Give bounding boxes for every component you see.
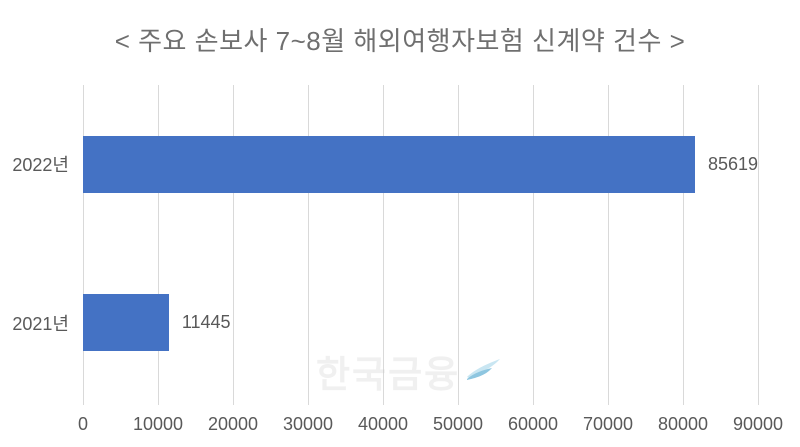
gridline [157,85,159,405]
x-axis-tick-label: 90000 [732,414,784,434]
gridline [533,85,534,405]
gridline [382,85,384,405]
value-label: 85619 [707,153,758,174]
x-axis-tick-label: 80000 [657,414,709,434]
x-axis-tick-label: 50000 [432,414,484,434]
bar [83,135,695,193]
category-label: 2021년 [12,313,69,334]
gridline [83,85,84,405]
gridline [758,85,759,405]
value-label: 11445 [181,312,231,333]
x-axis-tick-label: 20000 [207,414,259,434]
x-axis-tick-label: 0 [77,414,89,434]
gridline [232,85,234,405]
x-axis-tick-label: 60000 [507,414,559,434]
category-label: 2022년 [12,155,69,176]
x-axis-tick-label: 30000 [282,414,334,434]
plot-area: 0 10000 20000 30000 40000 50000 60000 70000 8000… [12,85,783,434]
gridline [458,85,459,405]
bar-row: 2021년 11445 [12,294,758,352]
x-axis-tick-label: 10000 [132,414,184,434]
x-axis-tick-label: 40000 [357,414,409,434]
x-axis-tick-label: 70000 [582,414,634,434]
gridline [682,85,684,405]
chart-title: < 주요 손보사 7~8월 해외여행자보험 신계약 건수 > [114,26,686,56]
bar [83,294,169,352]
gridline [608,85,609,405]
gridline [308,85,309,405]
bar-row: 2022년 85619 [12,135,758,193]
